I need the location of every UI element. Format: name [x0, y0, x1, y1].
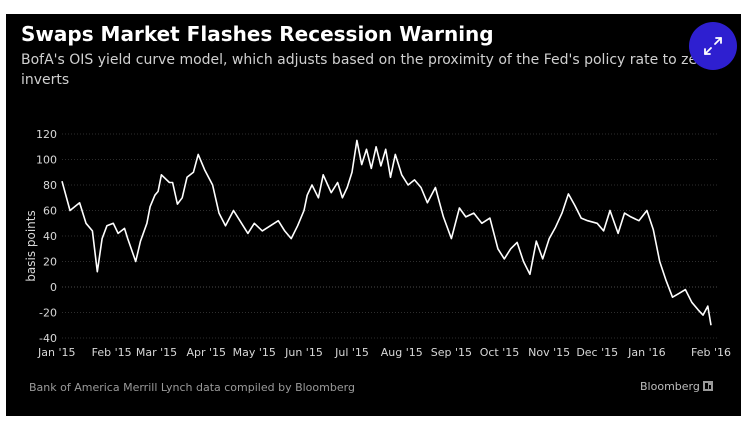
- x-axis-ticks: Jan '15 Feb '15 Mar '15 Apr '15 May '15 Jun '…: [37, 346, 731, 359]
- x-tick-label: Jan '15: [37, 346, 75, 359]
- y-axis-ticks: -40 -20 0 20 40 60 80 100 120: [36, 128, 57, 345]
- y-tick-label: -40: [39, 332, 57, 345]
- x-tick-label: Nov '15: [528, 346, 570, 359]
- x-tick-label: Dec '15: [576, 346, 618, 359]
- expand-button[interactable]: [689, 22, 737, 70]
- x-tick-label: Feb '15: [92, 346, 132, 359]
- y-tick-label: 100: [36, 154, 57, 167]
- y-tick-label: 0: [50, 281, 57, 294]
- y-tick-label: -20: [39, 307, 57, 320]
- x-tick-label: Feb '16: [691, 346, 731, 359]
- y-tick-label: 20: [43, 256, 57, 269]
- x-tick-label: Aug '15: [381, 346, 423, 359]
- brand-logo: Bloomberg: [640, 380, 714, 393]
- y-tick-label: 60: [43, 205, 57, 218]
- y-axis-label: basis points: [24, 210, 38, 281]
- y-tick-label: 80: [43, 179, 57, 192]
- x-tick-label: Jun '15: [284, 346, 323, 359]
- x-tick-label: Mar '15: [136, 346, 177, 359]
- source-note: Bank of America Merrill Lynch data compi…: [29, 381, 355, 394]
- x-tick-label: Jul '15: [334, 346, 369, 359]
- y-tick-label: 120: [36, 128, 57, 141]
- series-line: [61, 139, 712, 326]
- expand-arrows-icon: [704, 37, 722, 55]
- x-tick-label: May '15: [233, 346, 276, 359]
- y-tick-label: 40: [43, 230, 57, 243]
- chart-card: [6, 14, 741, 416]
- x-tick-label: Jan '16: [627, 346, 665, 359]
- x-tick-label: Apr '15: [186, 346, 226, 359]
- chart-subtitle: BofA's OIS yield curve model, which adju…: [21, 52, 716, 88]
- x-tick-label: Oct '15: [480, 346, 520, 359]
- x-tick-label: Sep '15: [431, 346, 472, 359]
- bloomberg-mark-icon: [703, 381, 714, 391]
- chart-title: Swaps Market Flashes Recession Warning: [21, 22, 494, 46]
- brand-name: Bloomberg: [640, 380, 700, 393]
- gridlines: [62, 133, 718, 339]
